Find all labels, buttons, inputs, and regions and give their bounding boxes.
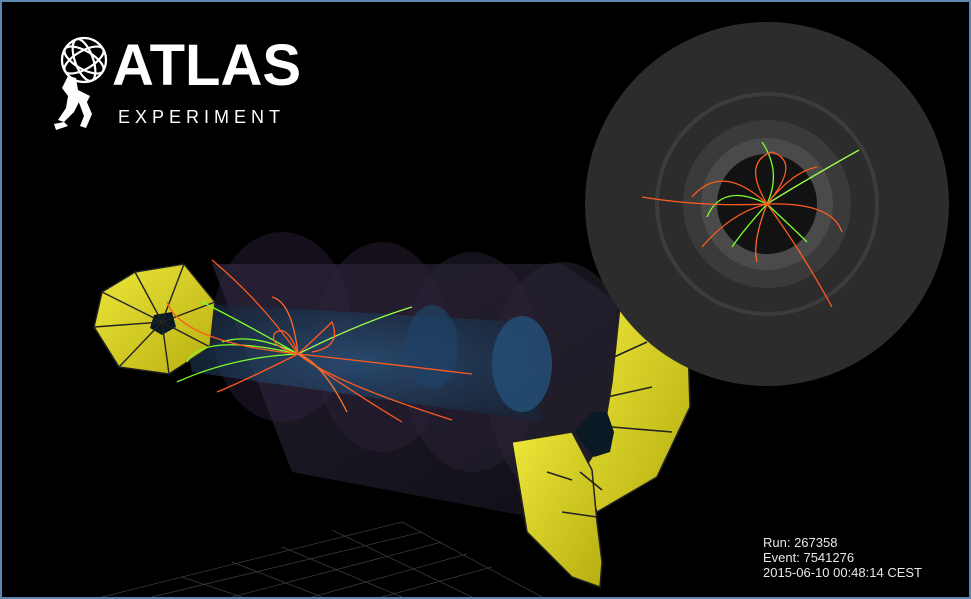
logo-wordmark: ATLAS	[112, 33, 302, 98]
end-view	[585, 22, 949, 386]
event-number: Event: 7541276	[763, 550, 855, 565]
left-endcap	[93, 263, 216, 375]
logo-subtitle: EXPERIMENT	[118, 107, 286, 127]
run-number: Run: 267358	[763, 535, 838, 550]
atlas-globe-figure-icon	[54, 36, 108, 130]
event-info: Run: 267358 Event: 7541276 2015-06-10 00…	[763, 535, 922, 580]
particle-tracks-end	[641, 141, 860, 308]
event-datetime: 2015-06-10 00:48:14 CEST	[763, 565, 922, 580]
atlas-logo: ATLAS EXPERIMENT	[50, 34, 310, 134]
particle-tracks-side	[166, 259, 473, 423]
floor-grid	[101, 521, 543, 597]
